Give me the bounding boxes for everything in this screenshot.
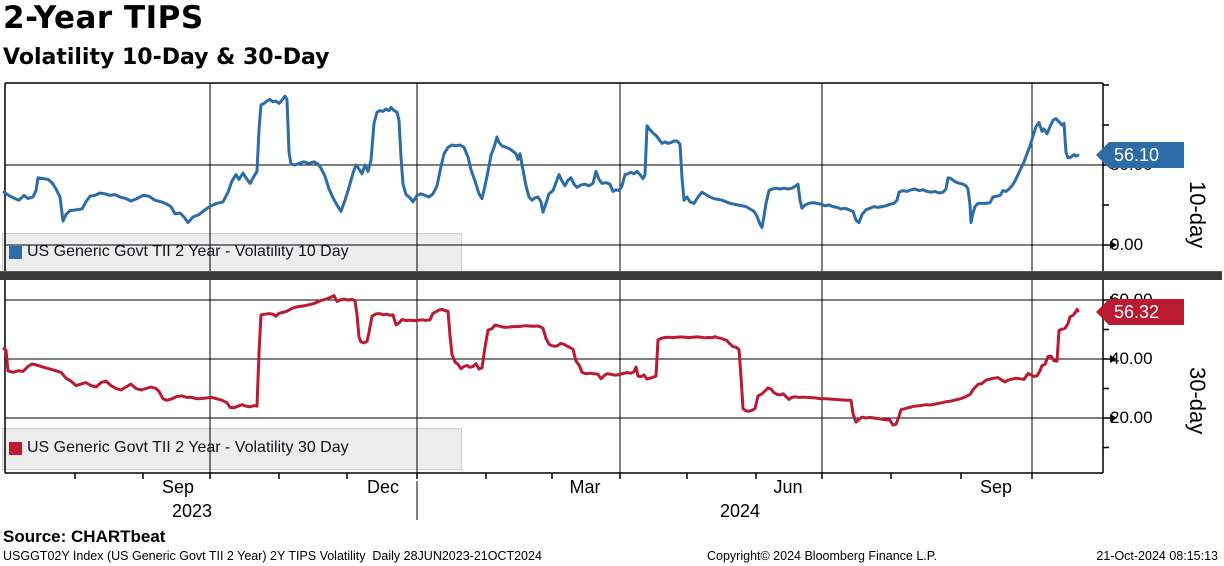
- last-value-tag-30day: 56.32: [1096, 299, 1184, 325]
- x-tick-label-year: 2024: [719, 501, 761, 521]
- x-tick-label-month: Mar: [569, 477, 601, 497]
- x-tick-label-year: 2023: [171, 501, 213, 521]
- source-label: Source: CHARTbeat: [3, 527, 166, 546]
- y-tick-label: 0.00: [1110, 235, 1144, 254]
- legend-box-30day-bg: [2, 428, 462, 470]
- legend-10day[interactable]: US Generic Govt TII 2 Year - Volatility …: [2, 233, 460, 271]
- page-title: 2-Year TIPS: [3, 0, 204, 36]
- x-tick-label-month: Dec: [366, 477, 400, 497]
- y-tick-label: 20.00: [1110, 408, 1153, 427]
- last-value-tag-10day: 56.10: [1096, 142, 1184, 168]
- axis-title-30day: 30-day: [1185, 367, 1210, 435]
- line-volatility-30-day: [2, 294, 1080, 427]
- axis-title-10day: 10-day: [1185, 181, 1210, 249]
- page-subtitle: Volatility 10-Day & 30-Day: [3, 45, 330, 70]
- line-volatility-10-day: [2, 94, 1080, 229]
- series-lines: [2, 94, 1080, 427]
- copyright-text: Copyright© 2024 Bloomberg Finance L.P.: [707, 549, 937, 563]
- security-info: USGGT02Y Index (US Generic Govt TII 2 Ye…: [3, 549, 542, 563]
- x-tick-label-month: Sep: [161, 477, 195, 497]
- timestamp: 21-Oct-2024 08:15:13: [1096, 549, 1218, 563]
- legend-marker-icon: [9, 441, 22, 455]
- x-tick-label-month: Jun: [773, 477, 803, 497]
- legend-label: US Generic Govt TII 2 Year - Volatility …: [27, 439, 349, 456]
- legend-label: US Generic Govt TII 2 Year - Volatility …: [27, 243, 349, 260]
- x-tick-label-month: Sep: [979, 477, 1013, 497]
- panel-divider-handle[interactable]: [0, 271, 1222, 280]
- gridlines: [5, 83, 1103, 473]
- y-tick-label: 40.00: [1110, 349, 1153, 368]
- legend-marker-icon: [9, 245, 22, 259]
- legend-30day[interactable]: US Generic Govt TII 2 Year - Volatility …: [2, 428, 460, 468]
